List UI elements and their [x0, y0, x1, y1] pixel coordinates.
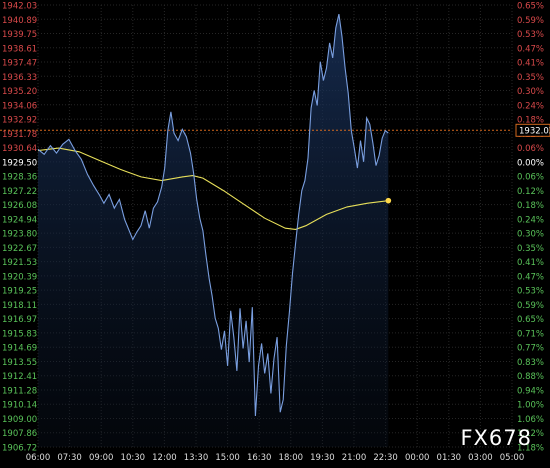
right-axis-tick-label: 0.00%: [517, 158, 544, 168]
moving-average-line: [37, 147, 389, 230]
price-line: [37, 13, 389, 417]
left-axis-tick-label: 1909.00: [2, 415, 37, 425]
left-axis-tick-label: 1912.41: [2, 372, 37, 382]
moving-average-endpoint: [385, 197, 392, 204]
left-axis-tick-label: 1915.83: [2, 329, 37, 339]
left-axis-tick-label: 1928.36: [2, 173, 37, 183]
x-axis-tick-label: 19:30: [310, 453, 335, 463]
right-axis-tick-label: 1.12%: [517, 429, 544, 439]
left-axis-tick-label: 1922.67: [2, 244, 37, 254]
right-axis-tick-label: 0.71%: [517, 329, 544, 339]
left-axis-tick-label: 1921.53: [2, 258, 37, 268]
left-axis-tick-label: 1907.86: [2, 429, 37, 439]
left-axis-tick-label: 1938.61: [2, 44, 37, 54]
right-axis-tick-label: 0.47%: [517, 44, 544, 54]
left-axis-tick-label: 1932.92: [2, 116, 37, 126]
x-axis-tick-label: 22:30: [373, 453, 398, 463]
right-axis-tick-label: 0.59%: [517, 301, 544, 311]
right-axis-tick-label: 0.65%: [517, 315, 544, 325]
left-axis-tick-label: 1942.03: [2, 2, 37, 12]
right-axis-tick-label: 0.18%: [517, 116, 544, 126]
x-axis-tick-label: 13:30: [184, 453, 209, 463]
left-axis-tick-label: 1937.47: [2, 59, 37, 69]
x-axis-tick-label: 07:30: [57, 453, 82, 463]
right-axis-tick-label: 0.65%: [517, 2, 544, 12]
right-axis-tick-label: 0.06%: [517, 144, 544, 154]
left-axis: 1942.03 1940.89 1939.75 1938.61 1937.47 1936.…: [2, 2, 37, 454]
x-axis-tick-label: 05:00: [500, 453, 525, 463]
left-axis-tick-label: 1914.69: [2, 344, 37, 354]
right-axis-tick-label: 0.83%: [517, 358, 544, 368]
right-axis-tick-label: 0.94%: [517, 386, 544, 396]
left-axis-tick-label: 1929.50: [2, 158, 37, 168]
x-axis-tick-label: 12:00: [152, 453, 177, 463]
right-axis-tick-label: 0.41%: [517, 258, 544, 268]
area-layer: [38, 14, 389, 447]
left-axis-tick-label: 1913.55: [2, 358, 37, 368]
right-axis-tick-label: 0.06%: [517, 173, 544, 183]
x-axis: 06:00 07:30 09:00 10:30 12:00 13:30 15:00 16:30…: [26, 453, 525, 463]
right-axis-tick-label: 0.59%: [517, 16, 544, 26]
left-axis-tick-label: 1923.80: [2, 230, 37, 240]
left-axis-tick-label: 1927.22: [2, 187, 37, 197]
x-axis-tick-label: 01:30: [437, 453, 462, 463]
left-axis-tick-label: 1936.33: [2, 73, 37, 83]
left-axis-tick-label: 1940.89: [2, 16, 37, 26]
x-axis-tick-label: 00:00: [405, 453, 430, 463]
right-axis-tick-label: 0.30%: [517, 87, 544, 97]
left-axis-tick-label: 1939.75: [2, 30, 37, 40]
left-axis-tick-label: 1906.72: [2, 444, 37, 454]
lines-layer: [0, 13, 512, 417]
left-axis-tick-label: 1924.94: [2, 215, 37, 225]
right-axis-tick-label: 0.47%: [517, 272, 544, 282]
right-axis-tick-label: 0.35%: [517, 244, 544, 254]
left-axis-tick-label: 1919.25: [2, 287, 37, 297]
left-axis-tick-label: 1930.64: [2, 144, 37, 154]
right-axis-tick-label: 1.00%: [517, 401, 544, 411]
price-tag-label: 1932.02: [519, 127, 550, 137]
right-axis-tick-label: 0.24%: [517, 215, 544, 225]
right-axis-tick-label: 1.06%: [517, 415, 544, 425]
right-axis-tick-label: 0.35%: [517, 73, 544, 83]
left-axis-tick-label: 1911.28: [2, 386, 37, 396]
right-axis-tick-label: 0.41%: [517, 59, 544, 69]
right-axis-tick-label: 0.53%: [517, 287, 544, 297]
x-axis-tick-label: 10:30: [121, 453, 146, 463]
x-axis-tick-label: 18:00: [279, 453, 304, 463]
right-axis-tick-label: 0.30%: [517, 230, 544, 240]
x-axis-tick-label: 16:30: [247, 453, 272, 463]
x-axis-tick-label: 21:00: [342, 453, 367, 463]
right-axis-tick-label: 0.88%: [517, 372, 544, 382]
left-axis-tick-label: 1910.14: [2, 401, 37, 411]
right-axis-tick-label: 0.12%: [517, 187, 544, 197]
right-axis-tick-label: 0.77%: [517, 344, 544, 354]
price-tag-box: [515, 123, 550, 137]
price-area-fill: [38, 14, 389, 447]
right-axis-tick-label: 0.24%: [517, 101, 544, 111]
right-axis-tick-label: 0.53%: [517, 30, 544, 40]
left-axis-tick-label: 1934.06: [2, 101, 37, 111]
left-axis-tick-label: 1935.20: [2, 87, 37, 97]
left-axis-tick-label: 1920.39: [2, 272, 37, 282]
left-axis-tick-label: 1931.78: [2, 130, 37, 140]
x-axis-tick-label: 03:00: [468, 453, 493, 463]
x-axis-tick-label: 09:00: [89, 453, 114, 463]
left-axis-tick-label: 1916.97: [2, 315, 37, 325]
current-price-tag: 1932.02: [515, 123, 550, 137]
x-axis-tick-label: 06:00: [26, 453, 51, 463]
left-axis-tick-label: 1918.11: [2, 301, 37, 311]
right-axis-tick-label: 0.18%: [517, 201, 544, 211]
x-axis-tick-label: 15:00: [215, 453, 240, 463]
right-axis-tick-label: 1.18%: [517, 444, 544, 454]
watermark-logo: FX678: [460, 426, 532, 450]
left-axis-tick-label: 1926.08: [2, 201, 37, 211]
